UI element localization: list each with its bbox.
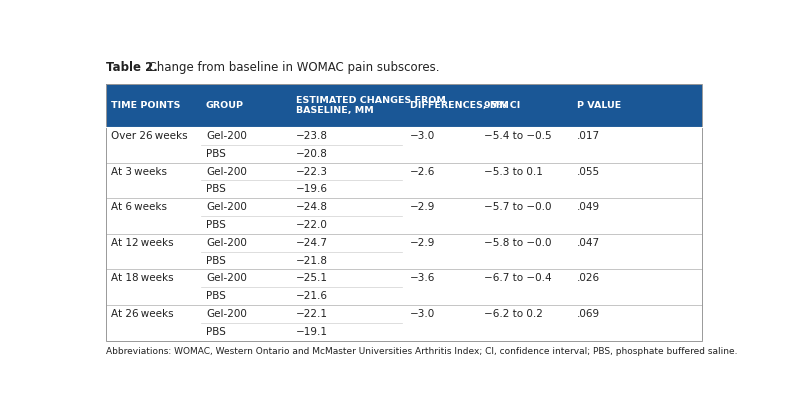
- Text: −2.9: −2.9: [410, 202, 435, 212]
- Text: ESTIMATED CHANGES FROM
BASELINE, MM: ESTIMATED CHANGES FROM BASELINE, MM: [296, 95, 446, 116]
- Text: PBS: PBS: [206, 184, 226, 194]
- Text: .026: .026: [577, 274, 600, 283]
- Bar: [106, 84, 702, 341]
- Text: Gel-200: Gel-200: [206, 309, 247, 319]
- Text: Gel-200: Gel-200: [206, 166, 247, 176]
- Text: At 18 weeks: At 18 weeks: [110, 274, 173, 283]
- Text: Change from baseline in WOMAC pain subscores.: Change from baseline in WOMAC pain subsc…: [141, 61, 440, 74]
- Text: PBS: PBS: [206, 327, 226, 337]
- Text: −2.9: −2.9: [410, 238, 435, 248]
- Text: −22.1: −22.1: [296, 309, 328, 319]
- Text: −2.6: −2.6: [410, 166, 435, 176]
- Text: −5.8 to −0.0: −5.8 to −0.0: [485, 238, 552, 248]
- Text: PBS: PBS: [206, 256, 226, 266]
- Text: GROUP: GROUP: [206, 101, 244, 110]
- Text: PBS: PBS: [206, 291, 226, 301]
- Text: At 3 weeks: At 3 weeks: [110, 166, 167, 176]
- Text: 95% CI: 95% CI: [485, 101, 521, 110]
- Text: Table 2.: Table 2.: [106, 61, 158, 74]
- Text: −24.7: −24.7: [296, 238, 328, 248]
- Text: −3.0: −3.0: [410, 131, 435, 141]
- Text: −20.8: −20.8: [296, 149, 328, 159]
- Text: Gel-200: Gel-200: [206, 202, 247, 212]
- Bar: [106, 84, 702, 127]
- Text: P VALUE: P VALUE: [577, 101, 621, 110]
- Text: .047: .047: [577, 238, 600, 248]
- Text: At 26 weeks: At 26 weeks: [110, 309, 173, 319]
- Text: Gel-200: Gel-200: [206, 274, 247, 283]
- Text: −5.4 to −0.5: −5.4 to −0.5: [485, 131, 552, 141]
- Text: TIME POINTS: TIME POINTS: [110, 101, 180, 110]
- Text: .017: .017: [577, 131, 600, 141]
- Text: .055: .055: [577, 166, 600, 176]
- Text: −23.8: −23.8: [296, 131, 328, 141]
- Text: −22.0: −22.0: [296, 220, 328, 230]
- Text: −5.7 to −0.0: −5.7 to −0.0: [485, 202, 552, 212]
- Text: −6.7 to −0.4: −6.7 to −0.4: [485, 274, 552, 283]
- Text: .069: .069: [577, 309, 600, 319]
- Text: −24.8: −24.8: [296, 202, 328, 212]
- Text: Over 26 weeks: Over 26 weeks: [110, 131, 188, 141]
- Text: −5.3 to 0.1: −5.3 to 0.1: [485, 166, 544, 176]
- Text: PBS: PBS: [206, 149, 226, 159]
- Text: −3.0: −3.0: [410, 309, 435, 319]
- Text: PBS: PBS: [206, 220, 226, 230]
- Text: At 6 weeks: At 6 weeks: [110, 202, 167, 212]
- Text: Abbreviations: WOMAC, Western Ontario and McMaster Universities Arthritis Index;: Abbreviations: WOMAC, Western Ontario an…: [106, 347, 738, 356]
- Text: −21.8: −21.8: [296, 256, 328, 266]
- Text: −22.3: −22.3: [296, 166, 328, 176]
- Text: −21.6: −21.6: [296, 291, 328, 301]
- Text: −19.6: −19.6: [296, 184, 328, 194]
- Text: Gel-200: Gel-200: [206, 131, 247, 141]
- Text: −6.2 to 0.2: −6.2 to 0.2: [485, 309, 544, 319]
- Text: At 12 weeks: At 12 weeks: [110, 238, 173, 248]
- Text: −25.1: −25.1: [296, 274, 328, 283]
- Text: −3.6: −3.6: [410, 274, 435, 283]
- Text: .049: .049: [577, 202, 600, 212]
- Text: −19.1: −19.1: [296, 327, 328, 337]
- Text: DIFFERENCES, MM: DIFFERENCES, MM: [410, 101, 509, 110]
- Text: Gel-200: Gel-200: [206, 238, 247, 248]
